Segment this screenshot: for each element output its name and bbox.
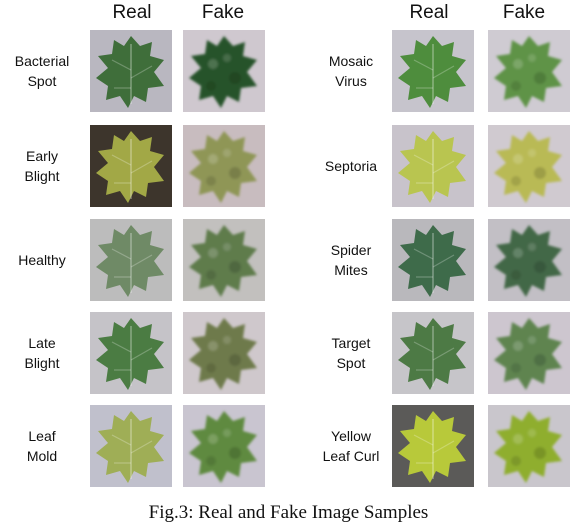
row-label-right-1: Mosaic Virus [306,51,396,91]
row-label-line1: Leaf [28,428,56,444]
real-leaf-image [392,125,474,207]
right-fake-header: Fake [502,2,546,23]
fake-leaf-image [183,125,265,207]
fake-leaf-image [183,219,265,301]
row-label-right-4: Target Spot [306,333,396,373]
real-leaf-image [392,405,474,487]
row-label-line2: Mold [26,448,58,464]
row-label-line1: Mosaic [328,53,374,69]
row-label-line1: Spider [330,242,372,258]
real-leaf-image [392,219,474,301]
row-label-line1: Bacterial [14,53,70,69]
row-label-line2: Leaf Curl [322,448,380,464]
row-label-line1: Late [28,335,56,351]
fake-leaf-image [488,219,570,301]
row-label-line1: Early [26,148,58,164]
row-label-right-5: Yellow Leaf Curl [306,426,396,466]
row-label-line2: Spot [27,73,57,89]
row-label-left-5: Leaf Mold [0,426,87,466]
fake-leaf-image [183,405,265,487]
fake-leaf-image [183,312,265,394]
real-leaf-image [90,125,172,207]
row-label-line1: Healthy [18,252,66,268]
row-label-left-4: Late Blight [0,333,87,373]
right-real-header: Real [409,2,449,23]
row-label-line2: Mites [334,262,368,278]
row-label-left-1: Bacterial Spot [0,51,87,91]
real-leaf-image [392,30,474,112]
row-label-line1: Septoria [324,158,378,174]
real-leaf-image [90,405,172,487]
real-leaf-image [392,312,474,394]
left-real-header: Real [112,2,152,23]
row-label-left-2: Early Blight [0,146,87,186]
row-label-right-3: Spider Mites [306,240,396,280]
real-leaf-image [90,219,172,301]
left-fake-header: Fake [201,2,245,23]
figure-caption: Fig.3: Real and Fake Image Samples [148,502,429,523]
fake-leaf-image [488,125,570,207]
row-label-right-2: Septoria [306,156,396,176]
row-label-line2: Blight [24,355,60,371]
row-label-line1: Target [331,335,371,351]
fake-leaf-image [183,30,265,112]
fake-leaf-image [488,30,570,112]
row-label-line2: Virus [335,73,367,89]
row-label-line2: Blight [24,168,60,184]
real-leaf-image [90,312,172,394]
row-label-left-3: Healthy [0,250,87,270]
fake-leaf-image [488,312,570,394]
real-leaf-image [90,30,172,112]
fake-leaf-image [488,405,570,487]
row-label-line1: Yellow [331,428,371,444]
row-label-line2: Spot [336,355,366,371]
